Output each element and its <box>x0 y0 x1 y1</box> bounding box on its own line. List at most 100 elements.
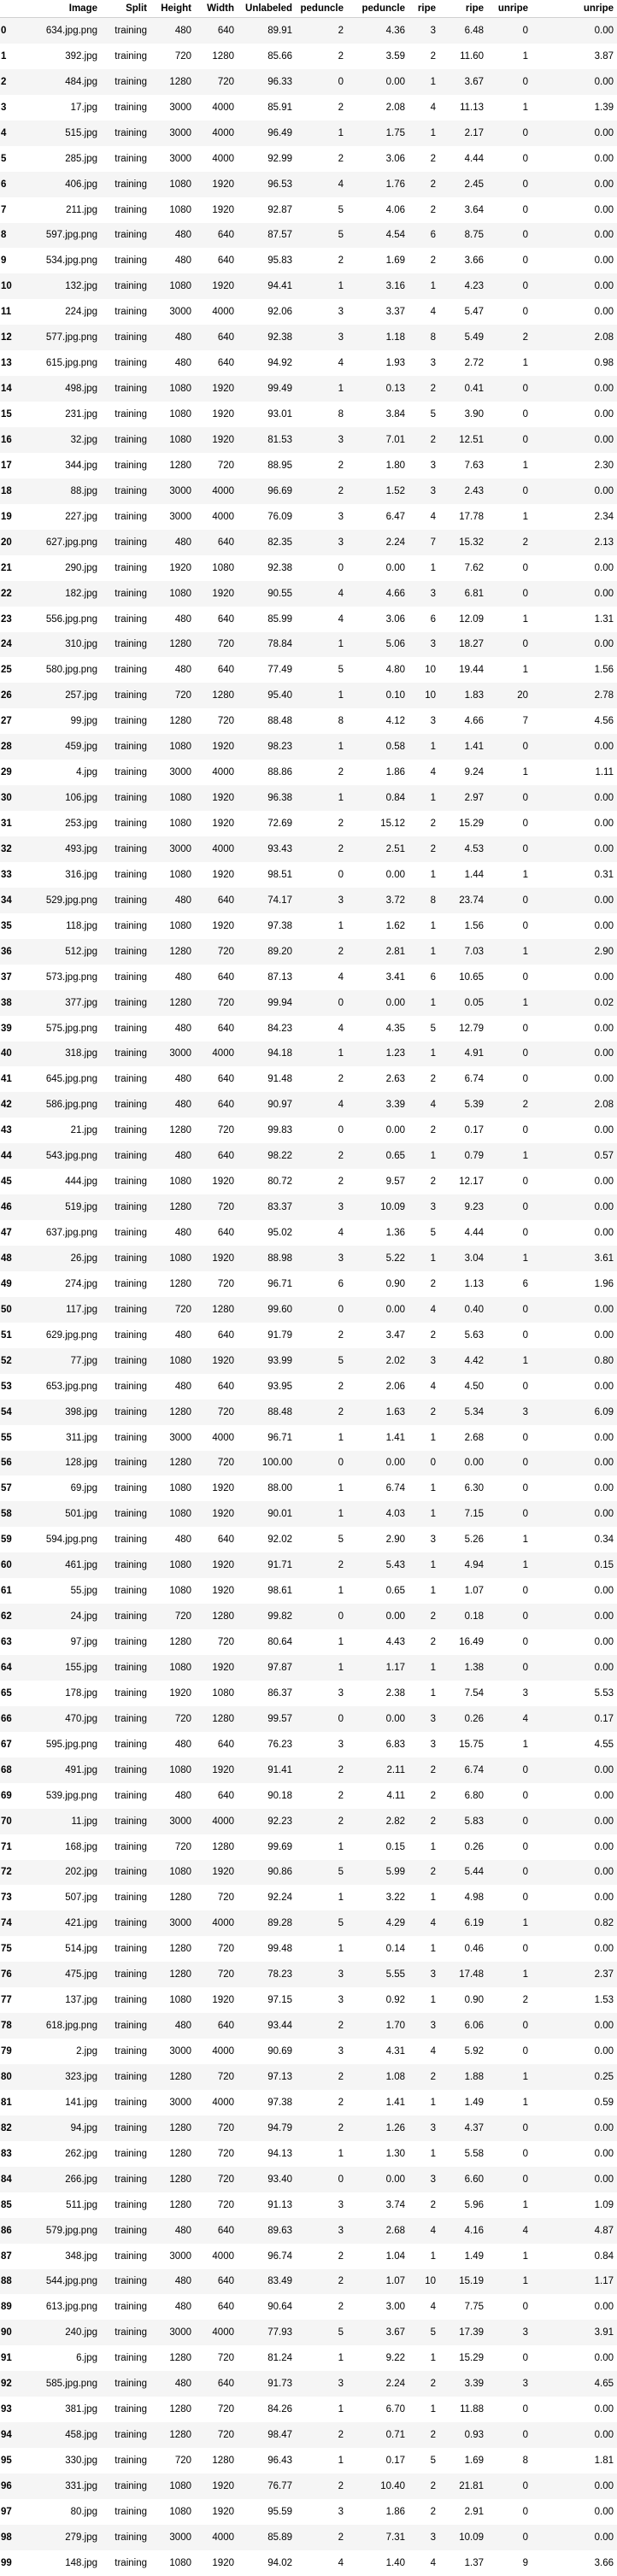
table-cell: 99.49 <box>267 384 292 395</box>
table-cell: 3000 <box>169 1048 191 1059</box>
table-cell: 2 <box>430 2506 436 2517</box>
table-cell: training <box>115 1381 147 1392</box>
table-cell: 1920 <box>212 1764 234 1775</box>
table-cell: 3.47 <box>385 1329 405 1341</box>
table-row: 33 316.jpg training 1080 1920 98.51 0 0.00 1 1.44… <box>0 861 617 888</box>
table-cell: 1080 <box>169 742 191 753</box>
table-cell: 106.jpg <box>65 793 97 804</box>
table-cell: 0.00 <box>594 434 614 445</box>
row-index: 95 <box>1 2456 12 2467</box>
table-cell: 0 <box>522 1867 528 1878</box>
table-cell: 348.jpg <box>65 2250 97 2262</box>
table-cell: 2 <box>338 1406 344 1417</box>
table-cell: 1 <box>522 2250 528 2262</box>
column-header: Image <box>27 0 101 18</box>
row-index: 57 <box>1 1483 12 1494</box>
table-cell: 5 <box>430 2327 436 2338</box>
table-cell: 3 <box>338 2506 344 2517</box>
table-cell: 5 <box>338 1355 344 1366</box>
table-cell: 0.00 <box>385 1304 405 1315</box>
table-cell: 97.13 <box>267 2071 292 2082</box>
table-cell: training <box>115 1253 147 1264</box>
table-cell: 92.99 <box>267 153 292 164</box>
table-cell: 0.00 <box>594 819 614 830</box>
table-cell: 0 <box>522 1304 528 1315</box>
table-cell: 84.26 <box>267 2404 292 2415</box>
table-cell: 0.00 <box>594 639 614 650</box>
table-cell: training <box>115 2174 147 2185</box>
table-cell: training <box>115 793 147 804</box>
table-row: 39 575.jpg.png training 480 640 84.23 4 4.35 5 12… <box>0 1015 617 1042</box>
table-cell: 720 <box>174 690 191 701</box>
table-cell: 2.82 <box>385 1816 405 1827</box>
table-row: 18 88.jpg training 3000 4000 96.69 2 1.52 3 2.43 0… <box>0 478 617 504</box>
table-cell: 93.43 <box>267 843 292 854</box>
table-cell: training <box>115 742 147 753</box>
table-cell: 1920 <box>212 1867 234 1878</box>
table-cell: 3.91 <box>594 2327 614 2338</box>
table-cell: 0.00 <box>464 1458 484 1469</box>
table-cell: 1.75 <box>385 127 405 138</box>
table-cell: 1 <box>430 76 436 87</box>
table-cell: 594.jpg.png <box>45 1534 97 1546</box>
table-cell: 1920 <box>212 281 234 292</box>
table-cell: 1.44 <box>464 869 484 880</box>
row-index: 15 <box>1 409 12 420</box>
table-cell: 3 <box>430 485 436 496</box>
table-cell: 2 <box>430 50 436 62</box>
table-row: 99 148.jpg training 1080 1920 94.02 4 1.40 4 1.37… <box>0 2550 617 2576</box>
table-cell: 7.54 <box>464 1687 484 1699</box>
table-cell: 0.00 <box>385 1458 405 1469</box>
row-index: 90 <box>1 2327 12 2338</box>
table-row: 91 6.jpg training 1280 720 81.24 1 9.22 1 15.29 0 0… <box>0 2345 617 2372</box>
table-cell: 1.36 <box>385 1228 405 1239</box>
table-cell: 94.79 <box>267 2122 292 2133</box>
table-cell: 1 <box>522 946 528 957</box>
table-cell: 15.19 <box>459 2276 484 2287</box>
table-cell: 17.jpg <box>70 102 97 113</box>
table-cell: 4000 <box>212 1816 234 1827</box>
table-cell: 3 <box>430 1534 436 1546</box>
row-index: 9 <box>1 255 7 267</box>
table-cell: 480 <box>174 613 191 625</box>
table-cell: 168.jpg <box>65 1841 97 1852</box>
row-index: 36 <box>1 946 12 957</box>
row-index: 42 <box>1 1100 12 1111</box>
table-row: 24 310.jpg training 1280 720 78.84 1 5.06 3 18.27… <box>0 631 617 658</box>
table-cell: 76.23 <box>267 1739 292 1750</box>
table-cell: 4.91 <box>464 1048 484 1059</box>
table-cell: 3000 <box>169 102 191 113</box>
table-cell: 4.jpg <box>76 767 97 778</box>
table-cell: 0.17 <box>464 1125 484 1136</box>
table-cell: 1.69 <box>464 2456 484 2467</box>
table-cell: 4000 <box>212 2532 234 2543</box>
table-cell: 493.jpg <box>65 843 97 854</box>
row-index: 5 <box>1 153 7 164</box>
column-header: ripe <box>408 0 439 18</box>
table-cell: 2.08 <box>594 1100 614 1111</box>
table-cell: 1080 <box>169 204 191 215</box>
row-index: 97 <box>1 2506 12 2517</box>
table-cell: 1 <box>430 1432 436 1443</box>
table-cell: 1.81 <box>594 2456 614 2467</box>
table-cell: 4000 <box>212 767 234 778</box>
table-cell: 2 <box>338 1177 344 1188</box>
table-cell: 1 <box>338 1892 344 1904</box>
table-cell: 3000 <box>169 1816 191 1827</box>
table-cell: 4.54 <box>385 230 405 241</box>
header-row: Image Split Height Width Unlabeled peduncle pe… <box>0 0 617 18</box>
table-cell: 9 <box>522 2557 528 2568</box>
table-cell: 0.00 <box>594 971 614 983</box>
table-cell: 6.74 <box>385 1483 405 1494</box>
table-cell: 0 <box>522 562 528 573</box>
table-cell: 227.jpg <box>65 511 97 522</box>
table-cell: training <box>115 843 147 854</box>
table-cell: 720 <box>174 1611 191 1622</box>
row-index: 74 <box>1 1918 12 1929</box>
table-cell: 1280 <box>212 1713 234 1724</box>
table-cell: 534.jpg.png <box>45 255 97 267</box>
table-cell: 5.44 <box>464 1867 484 1878</box>
table-cell: 1.31 <box>594 613 614 625</box>
table-cell: 95.02 <box>267 1228 292 1239</box>
row-index: 10 <box>1 281 12 292</box>
